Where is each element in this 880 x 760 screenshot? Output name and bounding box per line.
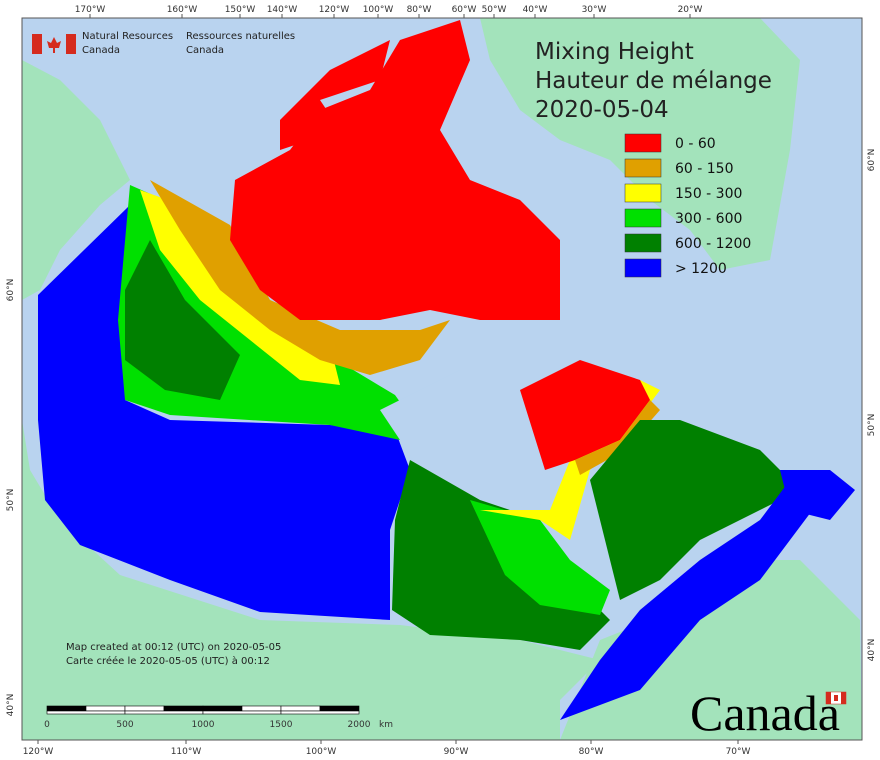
legend-label: 60 - 150 (675, 161, 734, 177)
usa (22, 420, 600, 740)
flag-logo (32, 34, 76, 54)
alaska (22, 18, 130, 300)
footnote: Map created at 00:12 (UTC) on 2020-05-05 (66, 642, 281, 653)
bottom-tick-label: 120°W (23, 747, 54, 757)
scale-segment (46, 705, 87, 712)
top-tick-label: 140°W (267, 5, 298, 15)
title: Mixing Height (535, 39, 694, 65)
top-tick-label: 170°W (75, 5, 106, 15)
left-tick-label: 40°N (6, 694, 16, 717)
top-tick-label: 160°W (167, 5, 198, 15)
title: Hauteur de mélange (535, 68, 772, 94)
scale-label: 1500 (270, 720, 293, 730)
agency-fr: Ressources naturelles (186, 31, 295, 42)
scale-label: 1000 (192, 720, 215, 730)
top-tick-label: 120°W (319, 5, 350, 15)
legend-label: 150 - 300 (675, 186, 742, 202)
scale-segment (124, 710, 204, 715)
bottom-tick-label: 110°W (171, 747, 202, 757)
bottom-tick-label: 80°W (579, 747, 604, 757)
scale-segment (163, 705, 204, 712)
wordmark: Canada (690, 685, 840, 741)
bottom-tick-label: 100°W (306, 747, 337, 757)
usa-east (560, 560, 862, 740)
zone-arctic (230, 20, 560, 320)
scale-segment (280, 710, 360, 715)
legend-swatch (624, 183, 662, 203)
zone-orange-north (150, 180, 450, 375)
top-tick-label: 100°W (363, 5, 394, 15)
zone-east (560, 480, 820, 720)
scale-segment (202, 705, 243, 712)
scale-segment (46, 710, 126, 715)
legend-label: 300 - 600 (675, 211, 742, 227)
legend-swatch (624, 158, 662, 178)
legend-swatch (624, 233, 662, 253)
agency-fr: Canada (186, 45, 224, 56)
scale-unit: km (379, 720, 393, 730)
zone-ungava (520, 360, 650, 470)
top-tick-label: 150°W (225, 5, 256, 15)
hudson-bay (380, 370, 545, 510)
zone-newfoundland (780, 470, 855, 520)
top-tick-label: 60°W (452, 5, 477, 15)
scale-label: 500 (116, 720, 133, 730)
scale-segment (85, 705, 126, 712)
zone-mackenzie (125, 240, 240, 400)
footnote: Carte créée le 2020-05-05 (UTC) à 00:12 (66, 655, 270, 667)
wordmark-flag (825, 691, 847, 705)
scale-segment (241, 705, 282, 712)
legend-label: > 1200 (675, 261, 727, 277)
left-tick-label: 60°N (6, 279, 16, 302)
right-tick-label: 50°N (867, 414, 877, 437)
zone-labrador (590, 420, 800, 600)
top-tick-label: 30°W (582, 5, 607, 15)
zone-quebec-green (470, 500, 610, 615)
scale-segment (319, 705, 360, 712)
top-tick-label: 40°W (523, 5, 548, 15)
legend-swatch (624, 258, 662, 278)
right-tick-label: 60°N (867, 149, 877, 172)
agency-en: Natural Resources (82, 31, 173, 42)
legend-label: 600 - 1200 (675, 236, 751, 252)
scale-label: 2000 (348, 720, 371, 730)
top-tick-label: 80°W (407, 5, 432, 15)
left-tick-label: 50°N (6, 489, 16, 512)
legend-label: 0 - 60 (675, 136, 716, 152)
map-border (21, 17, 863, 741)
top-tick-label: 20°W (678, 5, 703, 15)
zone-ungava-orange (575, 400, 660, 475)
top-tick-label: 50°W (482, 5, 507, 15)
scale-segment (124, 705, 165, 712)
legend-swatch (624, 208, 662, 228)
title-date: 2020-05-04 (535, 97, 669, 123)
agency-en: Canada (82, 45, 120, 56)
bottom-tick-label: 70°W (726, 747, 751, 757)
legend-swatch (624, 133, 662, 153)
scale-segment (202, 710, 282, 715)
bottom-tick-label: 90°W (444, 747, 469, 757)
scale-label: 0 (44, 720, 50, 730)
scale-segment (280, 705, 321, 712)
right-tick-label: 40°N (867, 639, 877, 662)
map-body (22, 18, 862, 740)
zone-islands (280, 40, 390, 150)
